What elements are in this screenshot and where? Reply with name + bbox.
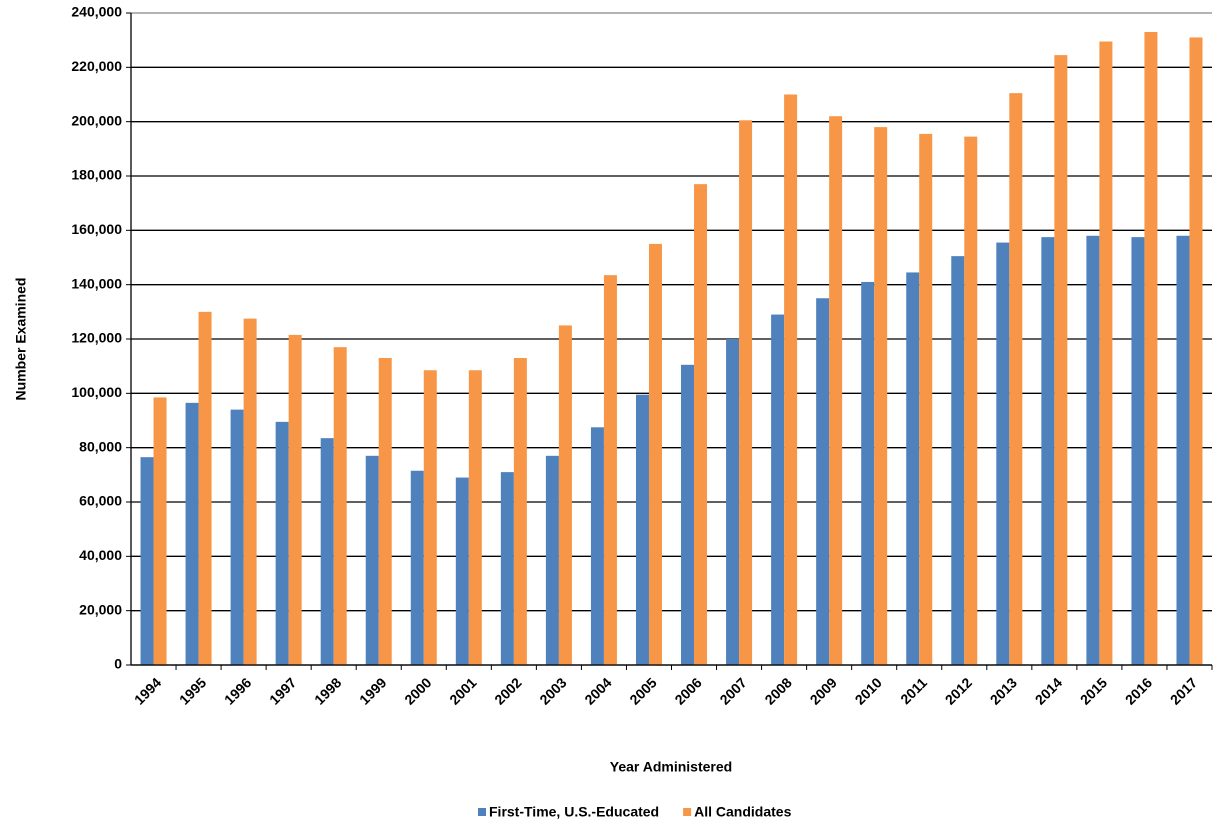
legend-swatch: [478, 808, 486, 816]
bar: [1131, 237, 1145, 665]
x-tick-label: 1995: [176, 674, 209, 707]
x-tick-label: 1994: [131, 674, 164, 707]
bar: [906, 272, 920, 665]
bar: [455, 477, 469, 665]
x-tick-label: 2014: [1032, 674, 1065, 707]
x-tick-label: 1998: [311, 674, 344, 707]
bar: [365, 455, 379, 665]
legend-label: First-Time, U.S.-Educated: [489, 804, 659, 820]
bar: [1144, 32, 1158, 666]
y-tick-label: 140,000: [71, 275, 122, 291]
bar: [558, 325, 572, 665]
bar: [590, 427, 604, 665]
x-tick-label: 1997: [266, 674, 299, 707]
bar: [919, 133, 933, 665]
x-tick-label: 1999: [356, 674, 389, 707]
bar: [1176, 235, 1190, 665]
x-tick-label: 2005: [626, 674, 659, 707]
y-tick-label: 40,000: [79, 547, 122, 563]
bar: [964, 136, 978, 665]
y-tick-label: 100,000: [71, 384, 122, 400]
y-tick-label: 120,000: [71, 330, 122, 346]
bar: [423, 370, 437, 665]
bar: [681, 364, 695, 665]
x-tick-label: 2006: [671, 674, 704, 707]
bar: [951, 256, 965, 665]
x-tick-label: 2003: [536, 674, 569, 707]
x-tick-label: 2008: [761, 674, 794, 707]
bar: [333, 347, 347, 665]
bar: [243, 318, 257, 665]
y-tick-label: 220,000: [71, 58, 122, 74]
bar: [1086, 235, 1100, 665]
bar: [378, 358, 392, 665]
bar: [288, 334, 302, 665]
x-tick-label: 2015: [1077, 674, 1110, 707]
x-tick-label: 2007: [716, 674, 749, 707]
x-tick-label: 2002: [491, 674, 524, 707]
bar: [816, 298, 830, 665]
bar: [1099, 41, 1113, 665]
x-axis-title: Year Administered: [610, 759, 732, 775]
bar: [874, 127, 888, 666]
x-tick-label: 2010: [852, 674, 885, 707]
bar: [153, 397, 167, 665]
bar: [784, 94, 798, 665]
bar: [140, 457, 154, 665]
x-tick-label: 2009: [807, 674, 840, 707]
x-tick-label: 2001: [446, 674, 479, 707]
y-tick-label: 80,000: [79, 438, 122, 454]
bar: [513, 358, 527, 665]
bar: [185, 402, 199, 665]
x-tick-label: 1996: [221, 674, 254, 707]
x-tick-label: 2004: [581, 674, 614, 707]
y-tick-label: 0: [114, 656, 122, 672]
bar: [230, 409, 244, 665]
y-tick-label: 160,000: [71, 221, 122, 237]
bar: [694, 184, 708, 665]
y-tick-label: 200,000: [71, 112, 122, 128]
bar: [996, 242, 1010, 665]
bar: [739, 120, 753, 665]
bar: [500, 472, 514, 665]
y-tick-label: 60,000: [79, 493, 122, 509]
bar: [320, 438, 334, 665]
legend-label: All Candidates: [694, 804, 791, 820]
bar: [1054, 55, 1068, 665]
bar: [726, 339, 740, 665]
bar: [1189, 37, 1203, 665]
x-tick-label: 2013: [987, 674, 1020, 707]
y-tick-label: 240,000: [71, 4, 122, 20]
legend-swatch: [683, 808, 692, 816]
x-tick-label: 2000: [401, 674, 434, 707]
bar: [771, 314, 785, 665]
bar: [198, 311, 212, 665]
bar: [635, 394, 649, 665]
bar: [275, 421, 289, 665]
x-tick-label: 2016: [1122, 674, 1155, 707]
x-tick-label: 2017: [1167, 674, 1200, 707]
x-tick-label: 2011: [897, 674, 930, 707]
bar: [1009, 93, 1023, 666]
bar: [1041, 237, 1055, 665]
bar: [545, 455, 559, 665]
x-tick-label: 2012: [942, 674, 975, 707]
bar: [648, 243, 662, 665]
bar: [861, 281, 875, 665]
y-tick-label: 20,000: [79, 601, 122, 617]
bar: [829, 116, 843, 665]
y-tick-label: 180,000: [71, 167, 122, 183]
bar: [410, 470, 424, 665]
y-axis-title: Number Examined: [13, 278, 29, 401]
bar: [468, 370, 482, 665]
bar: [603, 275, 617, 665]
